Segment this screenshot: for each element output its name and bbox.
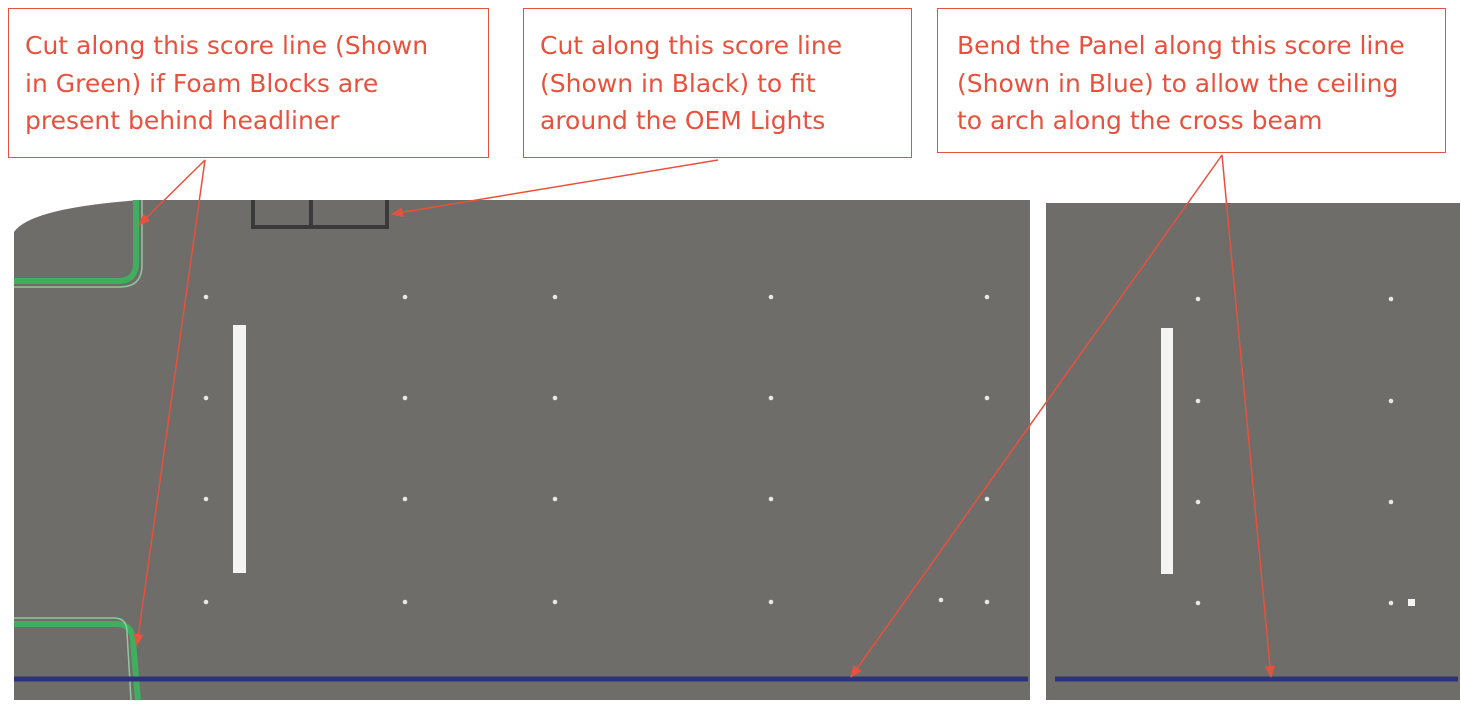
callout-cut-green-score-line: Cut along this score line (Shown in Gree…: [8, 8, 489, 158]
callout-bend-blue-score-line: Bend the Panel along this score line (Sh…: [937, 8, 1446, 153]
callout-text-line: around the OEM Lights: [540, 106, 826, 135]
callout-text-line: present behind headliner: [25, 106, 340, 135]
black-score-line: [251, 200, 389, 229]
arrow-black: [391, 159, 719, 218]
green-score-line-edge: [14, 200, 143, 701]
callout-text-line: in Green) if Foam Blocks are: [25, 68, 379, 98]
panel-slot: [233, 325, 246, 573]
arrow-blue-right: [1221, 154, 1275, 678]
panel-slot: [1161, 328, 1173, 574]
green-score-line: [14, 200, 141, 701]
mounting-hole-square: [1408, 599, 1415, 606]
arrow-green-bottom: [133, 159, 206, 646]
arrow-blue-left: [850, 154, 1223, 678]
main-panel: [14, 200, 1030, 700]
callout-cut-black-score-line: Cut along this score line (Shown in Blac…: [523, 8, 912, 158]
callout-text-line: Bend the Panel along this score line: [957, 31, 1405, 60]
callout-text-line: to arch along the cross beam: [957, 106, 1323, 135]
callout-text-line: Cut along this score line: [540, 31, 843, 60]
mounting-holes: [203, 294, 1394, 606]
secondary-panel: [1046, 203, 1460, 700]
callout-text-line: (Shown in Black) to fit: [540, 68, 816, 98]
callout-arrows: [133, 154, 1275, 678]
callout-text-line: Cut along this score line (Shown: [25, 31, 429, 60]
arrow-green-top: [138, 159, 206, 226]
callout-text-line: (Shown in Blue) to allow the ceiling: [957, 68, 1399, 98]
